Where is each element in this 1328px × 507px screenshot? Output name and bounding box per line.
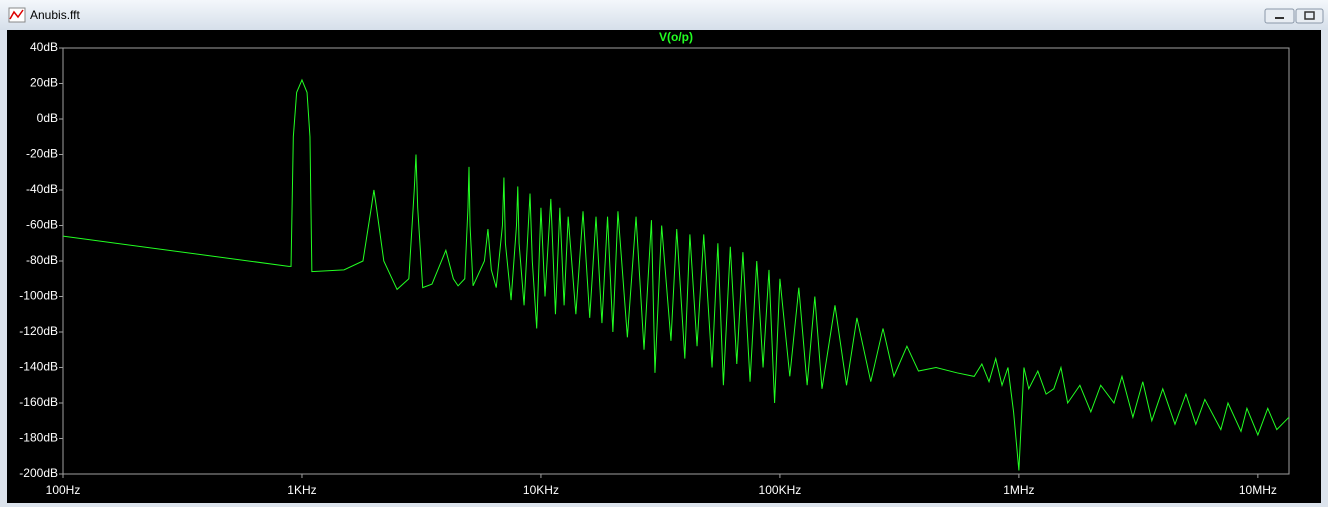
x-tick-label: 100Hz [46, 483, 81, 497]
x-tick-label: 1KHz [287, 483, 316, 497]
y-tick-label: -60dB [26, 218, 58, 232]
chart: V(o/p) 40dB 20dB 0dB -20dB -40dB -60dB -80dB -1… [19, 30, 1290, 497]
y-tick-label: -120dB [19, 324, 58, 338]
y-tick-label: -40dB [26, 182, 58, 196]
y-tick-label: -20dB [26, 147, 58, 161]
trace-label: V(o/p) [659, 30, 693, 44]
y-tick-label: -200dB [19, 466, 58, 480]
minimize-button[interactable] [1264, 8, 1295, 24]
window-title: Anubis.fft [30, 8, 80, 22]
y-tick-label: -180dB [19, 431, 58, 445]
plot-pane [7, 30, 1321, 503]
x-tick-label: 1MHz [1003, 483, 1034, 497]
trace-line [62, 78, 1290, 471]
restore-button[interactable] [1295, 8, 1324, 24]
y-tick-label: -160dB [19, 395, 58, 409]
y-tick-label: 40dB [30, 40, 58, 54]
x-tick-label: 10MHz [1239, 483, 1277, 497]
y-tick-label: -100dB [19, 289, 58, 303]
y-tick-label: -80dB [26, 253, 58, 267]
y-tick-label: 20dB [30, 76, 58, 90]
y-tick-label: 0dB [37, 111, 58, 125]
x-tick-label: 10KHz [523, 483, 559, 497]
y-tick-label: -140dB [19, 360, 58, 374]
app-icon [8, 7, 26, 23]
x-tick-label: 100KHz [759, 483, 802, 497]
title-bar [0, 0, 1328, 30]
